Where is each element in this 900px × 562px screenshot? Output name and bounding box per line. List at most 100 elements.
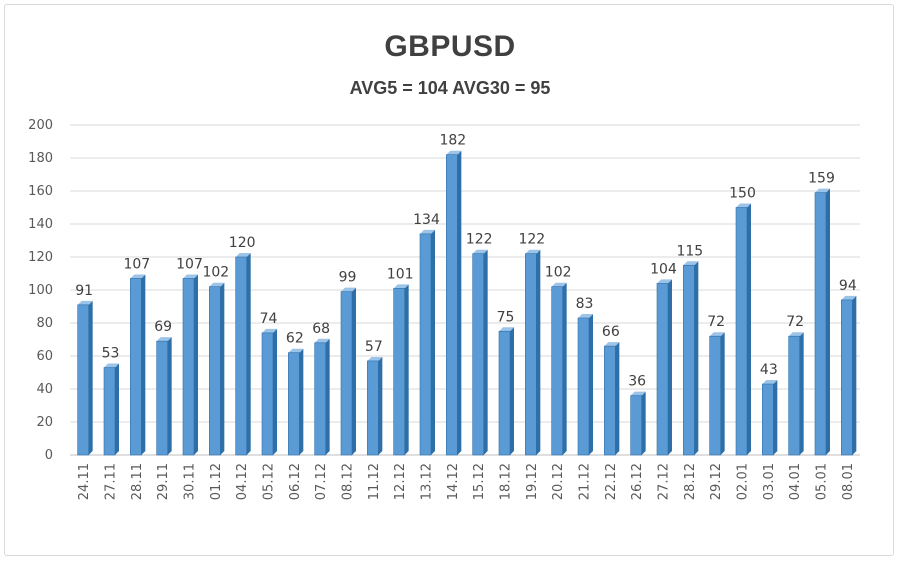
bar-front <box>446 154 458 456</box>
bar-top <box>77 300 93 305</box>
data-label: 43 <box>760 362 778 378</box>
bar <box>419 229 435 456</box>
x-axis-ticks: 24.11 27.11 28.11 29.11 30.11 01.12 04.12 05.12… <box>77 463 856 500</box>
data-label: 75 <box>497 309 515 325</box>
grid-lines <box>70 124 860 456</box>
bar <box>367 356 383 456</box>
data-label: 36 <box>628 374 646 390</box>
bar <box>630 391 646 456</box>
data-label: 53 <box>102 346 120 362</box>
bar-side <box>352 287 356 455</box>
bar <box>261 328 277 456</box>
bar-side <box>510 327 514 455</box>
bar <box>314 338 330 456</box>
bar-front <box>762 383 774 456</box>
x-tick-label: 04.01 <box>788 463 803 500</box>
y-axis-ticks: 0 20 40 60 80 100 120 140 160 180 200 <box>28 118 53 463</box>
bar <box>604 342 620 456</box>
bar-side <box>115 363 119 455</box>
x-tick-label: 18.12 <box>499 463 514 500</box>
bar-side <box>799 332 804 455</box>
x-tick-label: 29.11 <box>156 463 171 500</box>
bar-top <box>604 342 620 347</box>
bar <box>288 348 304 456</box>
bar-top <box>578 314 593 319</box>
bar <box>393 284 409 456</box>
x-tick-label: 26.12 <box>630 463 645 500</box>
data-label: 134 <box>413 212 440 228</box>
data-label: 159 <box>808 171 835 187</box>
bar <box>551 282 567 456</box>
bar-top <box>341 287 356 292</box>
y-tick-label: 120 <box>28 250 53 265</box>
data-label: 74 <box>260 311 278 327</box>
bar-side <box>694 261 699 455</box>
bar-front <box>367 360 379 456</box>
data-label: 62 <box>286 331 304 347</box>
bar-front <box>103 367 116 456</box>
bar-front <box>261 332 274 456</box>
bar-front <box>551 286 563 456</box>
bar <box>472 249 488 456</box>
bar <box>156 337 172 456</box>
bar-side <box>220 282 225 455</box>
x-tick-label: 15.12 <box>472 463 487 500</box>
x-tick-label: 21.12 <box>578 463 593 500</box>
data-label: 115 <box>676 243 703 259</box>
data-label: 83 <box>576 296 594 312</box>
y-tick-label: 140 <box>28 217 53 232</box>
data-label: 150 <box>729 186 756 202</box>
bar <box>577 314 593 456</box>
bar <box>788 332 804 456</box>
x-tick-label: 06.12 <box>288 463 303 500</box>
data-label: 66 <box>602 324 620 340</box>
bar-top <box>367 356 383 361</box>
x-tick-label: 28.12 <box>683 463 698 500</box>
y-tick-label: 180 <box>28 151 53 166</box>
x-tick-label: 04.12 <box>235 463 250 500</box>
x-tick-label: 13.12 <box>420 463 435 500</box>
bar <box>683 261 699 456</box>
bar-front <box>130 278 142 456</box>
bar-top <box>288 348 304 353</box>
x-tick-label: 08.01 <box>841 463 856 500</box>
bars <box>77 150 857 456</box>
bar-side <box>431 229 435 455</box>
data-label: 72 <box>786 314 804 330</box>
bar <box>841 295 857 456</box>
bar-side <box>483 249 488 455</box>
bar-side <box>194 274 198 455</box>
data-labels: 9153107691071021207462689957101134182122… <box>75 133 857 390</box>
x-tick-label: 29.12 <box>709 463 724 500</box>
x-tick-label: 03.01 <box>762 463 777 500</box>
data-label: 101 <box>387 266 414 282</box>
bar-front <box>340 291 353 456</box>
bar-front <box>656 283 669 456</box>
bar-top <box>499 327 514 332</box>
data-label: 68 <box>312 321 330 337</box>
bar-top <box>525 249 541 254</box>
data-label: 94 <box>839 278 857 294</box>
bar-top <box>262 328 277 333</box>
bar-front <box>630 395 642 456</box>
bar-front <box>814 192 827 456</box>
data-label: 72 <box>707 314 725 330</box>
bar <box>77 300 93 456</box>
data-label: 122 <box>518 232 545 248</box>
chart-title: GBPUSD <box>384 30 516 63</box>
bar-side <box>747 203 751 455</box>
bar-side <box>773 380 778 455</box>
bar-front <box>77 304 89 456</box>
bar-front <box>288 352 300 456</box>
bar-front <box>314 342 326 456</box>
data-label: 102 <box>545 265 572 281</box>
bar-front <box>709 335 721 456</box>
y-tick-label: 200 <box>28 118 53 133</box>
x-tick-label: 22.12 <box>604 463 619 500</box>
bar-top <box>420 229 435 234</box>
y-tick-label: 80 <box>36 316 53 331</box>
bar-front <box>156 340 168 456</box>
bar <box>735 203 751 456</box>
bar-front <box>683 264 695 456</box>
